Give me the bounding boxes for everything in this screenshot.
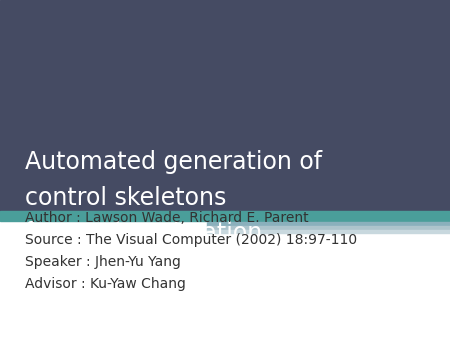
Bar (207, 222, 450, 227)
Text: Automated generation of: Automated generation of (25, 150, 322, 174)
Text: Speaker : Jhen-Yu Yang: Speaker : Jhen-Yu Yang (25, 255, 180, 269)
Bar (0, 0, 450, 211)
Text: control skeletons: control skeletons (25, 186, 226, 210)
Text: for use in animation: for use in animation (25, 221, 262, 245)
Text: Advisor : Ku-Yaw Chang: Advisor : Ku-Yaw Chang (25, 277, 185, 291)
Bar (207, 226, 450, 230)
Text: Author : Lawson Wade, Richard E. Parent: Author : Lawson Wade, Richard E. Parent (25, 211, 308, 225)
Bar (0, 211, 450, 221)
Text: Source : The Visual Computer (2002) 18:97-110: Source : The Visual Computer (2002) 18:9… (25, 233, 357, 247)
Bar (207, 230, 450, 233)
